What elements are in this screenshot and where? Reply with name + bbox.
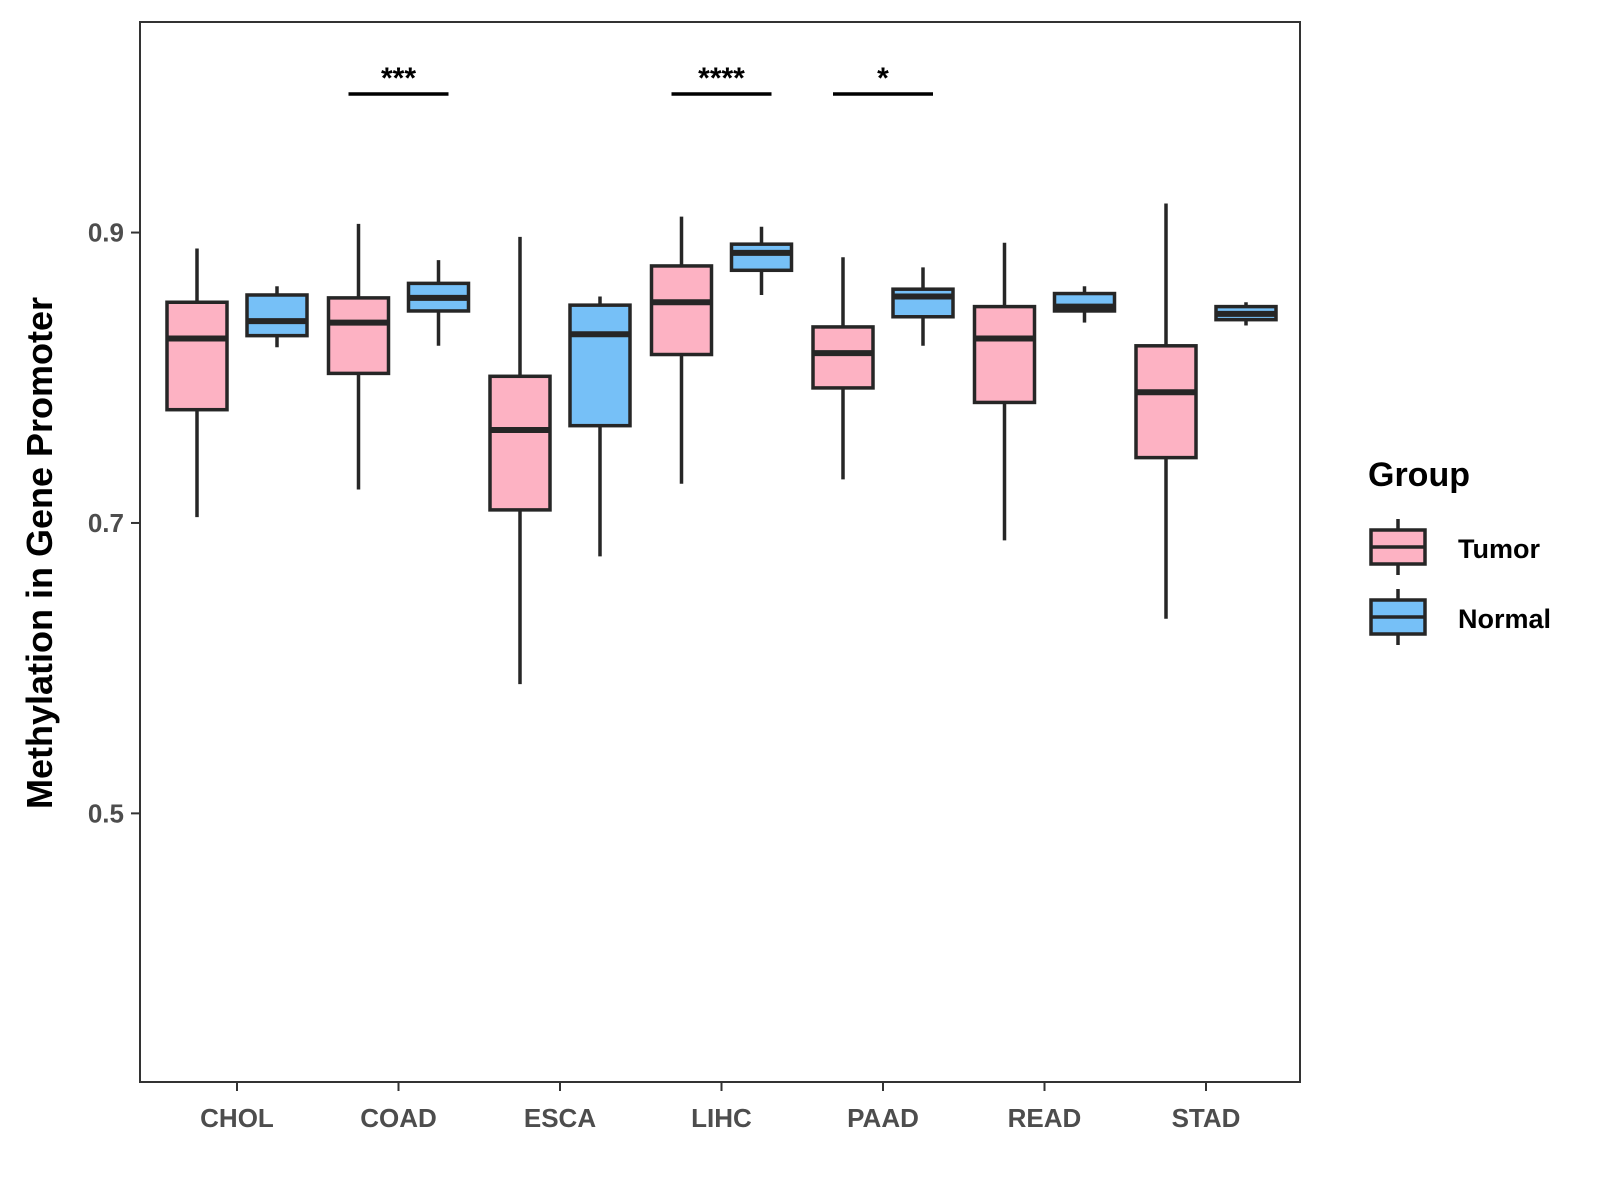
box-iqr bbox=[245, 293, 309, 338]
x-tick-label: COAD bbox=[360, 1103, 437, 1133]
y-tick-label: 0.7 bbox=[88, 508, 124, 538]
legend-keys bbox=[1369, 519, 1427, 645]
box-tumor-paad bbox=[811, 257, 875, 480]
y-axis-title: Methylation in Gene Promoter bbox=[19, 297, 60, 809]
box-normal-coad bbox=[406, 260, 471, 346]
significance-label: * bbox=[877, 62, 889, 95]
box-tumor-esca bbox=[488, 236, 552, 685]
plot-panel bbox=[139, 21, 1301, 1083]
box-tumor-stad bbox=[1134, 203, 1198, 619]
box-tumor-coad bbox=[326, 223, 391, 490]
box-iqr bbox=[165, 300, 229, 412]
box-normal-read bbox=[1052, 286, 1117, 323]
significance-annotations: *** **** * bbox=[348, 62, 933, 96]
box-iqr bbox=[326, 296, 391, 376]
box-iqr bbox=[891, 287, 955, 319]
box-iqr bbox=[729, 242, 794, 273]
x-tick-label: CHOL bbox=[200, 1103, 274, 1133]
box-iqr bbox=[649, 264, 714, 357]
y-axis: 0.5 0.7 0.9 bbox=[88, 218, 140, 828]
box-iqr bbox=[488, 374, 552, 512]
legend-label-tumor: Tumor bbox=[1458, 534, 1540, 564]
significance-label: **** bbox=[698, 62, 745, 95]
box-iqr bbox=[972, 304, 1037, 405]
y-tick-label: 0.5 bbox=[88, 798, 124, 828]
box-normal-chol bbox=[245, 286, 309, 348]
box-tumor-lihc bbox=[649, 216, 714, 484]
box-iqr bbox=[811, 325, 875, 390]
x-tick-label: LIHC bbox=[691, 1103, 752, 1133]
x-tick-label: PAAD bbox=[847, 1103, 919, 1133]
x-tick-label: ESCA bbox=[524, 1103, 596, 1133]
legend-key-tumor bbox=[1369, 519, 1427, 575]
box-normal-paad bbox=[891, 267, 955, 346]
legend: Group Tumor Normal bbox=[1368, 456, 1551, 645]
box-iqr bbox=[1134, 344, 1198, 460]
x-axis: CHOL COAD ESCA LIHC PAAD READ STAD bbox=[200, 1082, 1240, 1133]
legend-title: Group bbox=[1368, 456, 1470, 494]
box-series bbox=[165, 203, 1278, 685]
x-tick-label: READ bbox=[1008, 1103, 1082, 1133]
box-iqr bbox=[568, 303, 632, 428]
x-tick-label: STAD bbox=[1172, 1103, 1241, 1133]
box-normal-esca bbox=[568, 296, 632, 557]
box-normal-lihc bbox=[729, 226, 794, 295]
box-tumor-read bbox=[972, 242, 1037, 541]
significance-label: *** bbox=[381, 62, 416, 95]
legend-label-normal: Normal bbox=[1458, 604, 1551, 634]
box-tumor-chol bbox=[165, 248, 229, 518]
box-normal-stad bbox=[1214, 302, 1278, 326]
legend-key-normal bbox=[1369, 589, 1427, 645]
y-tick-label: 0.9 bbox=[88, 218, 124, 248]
